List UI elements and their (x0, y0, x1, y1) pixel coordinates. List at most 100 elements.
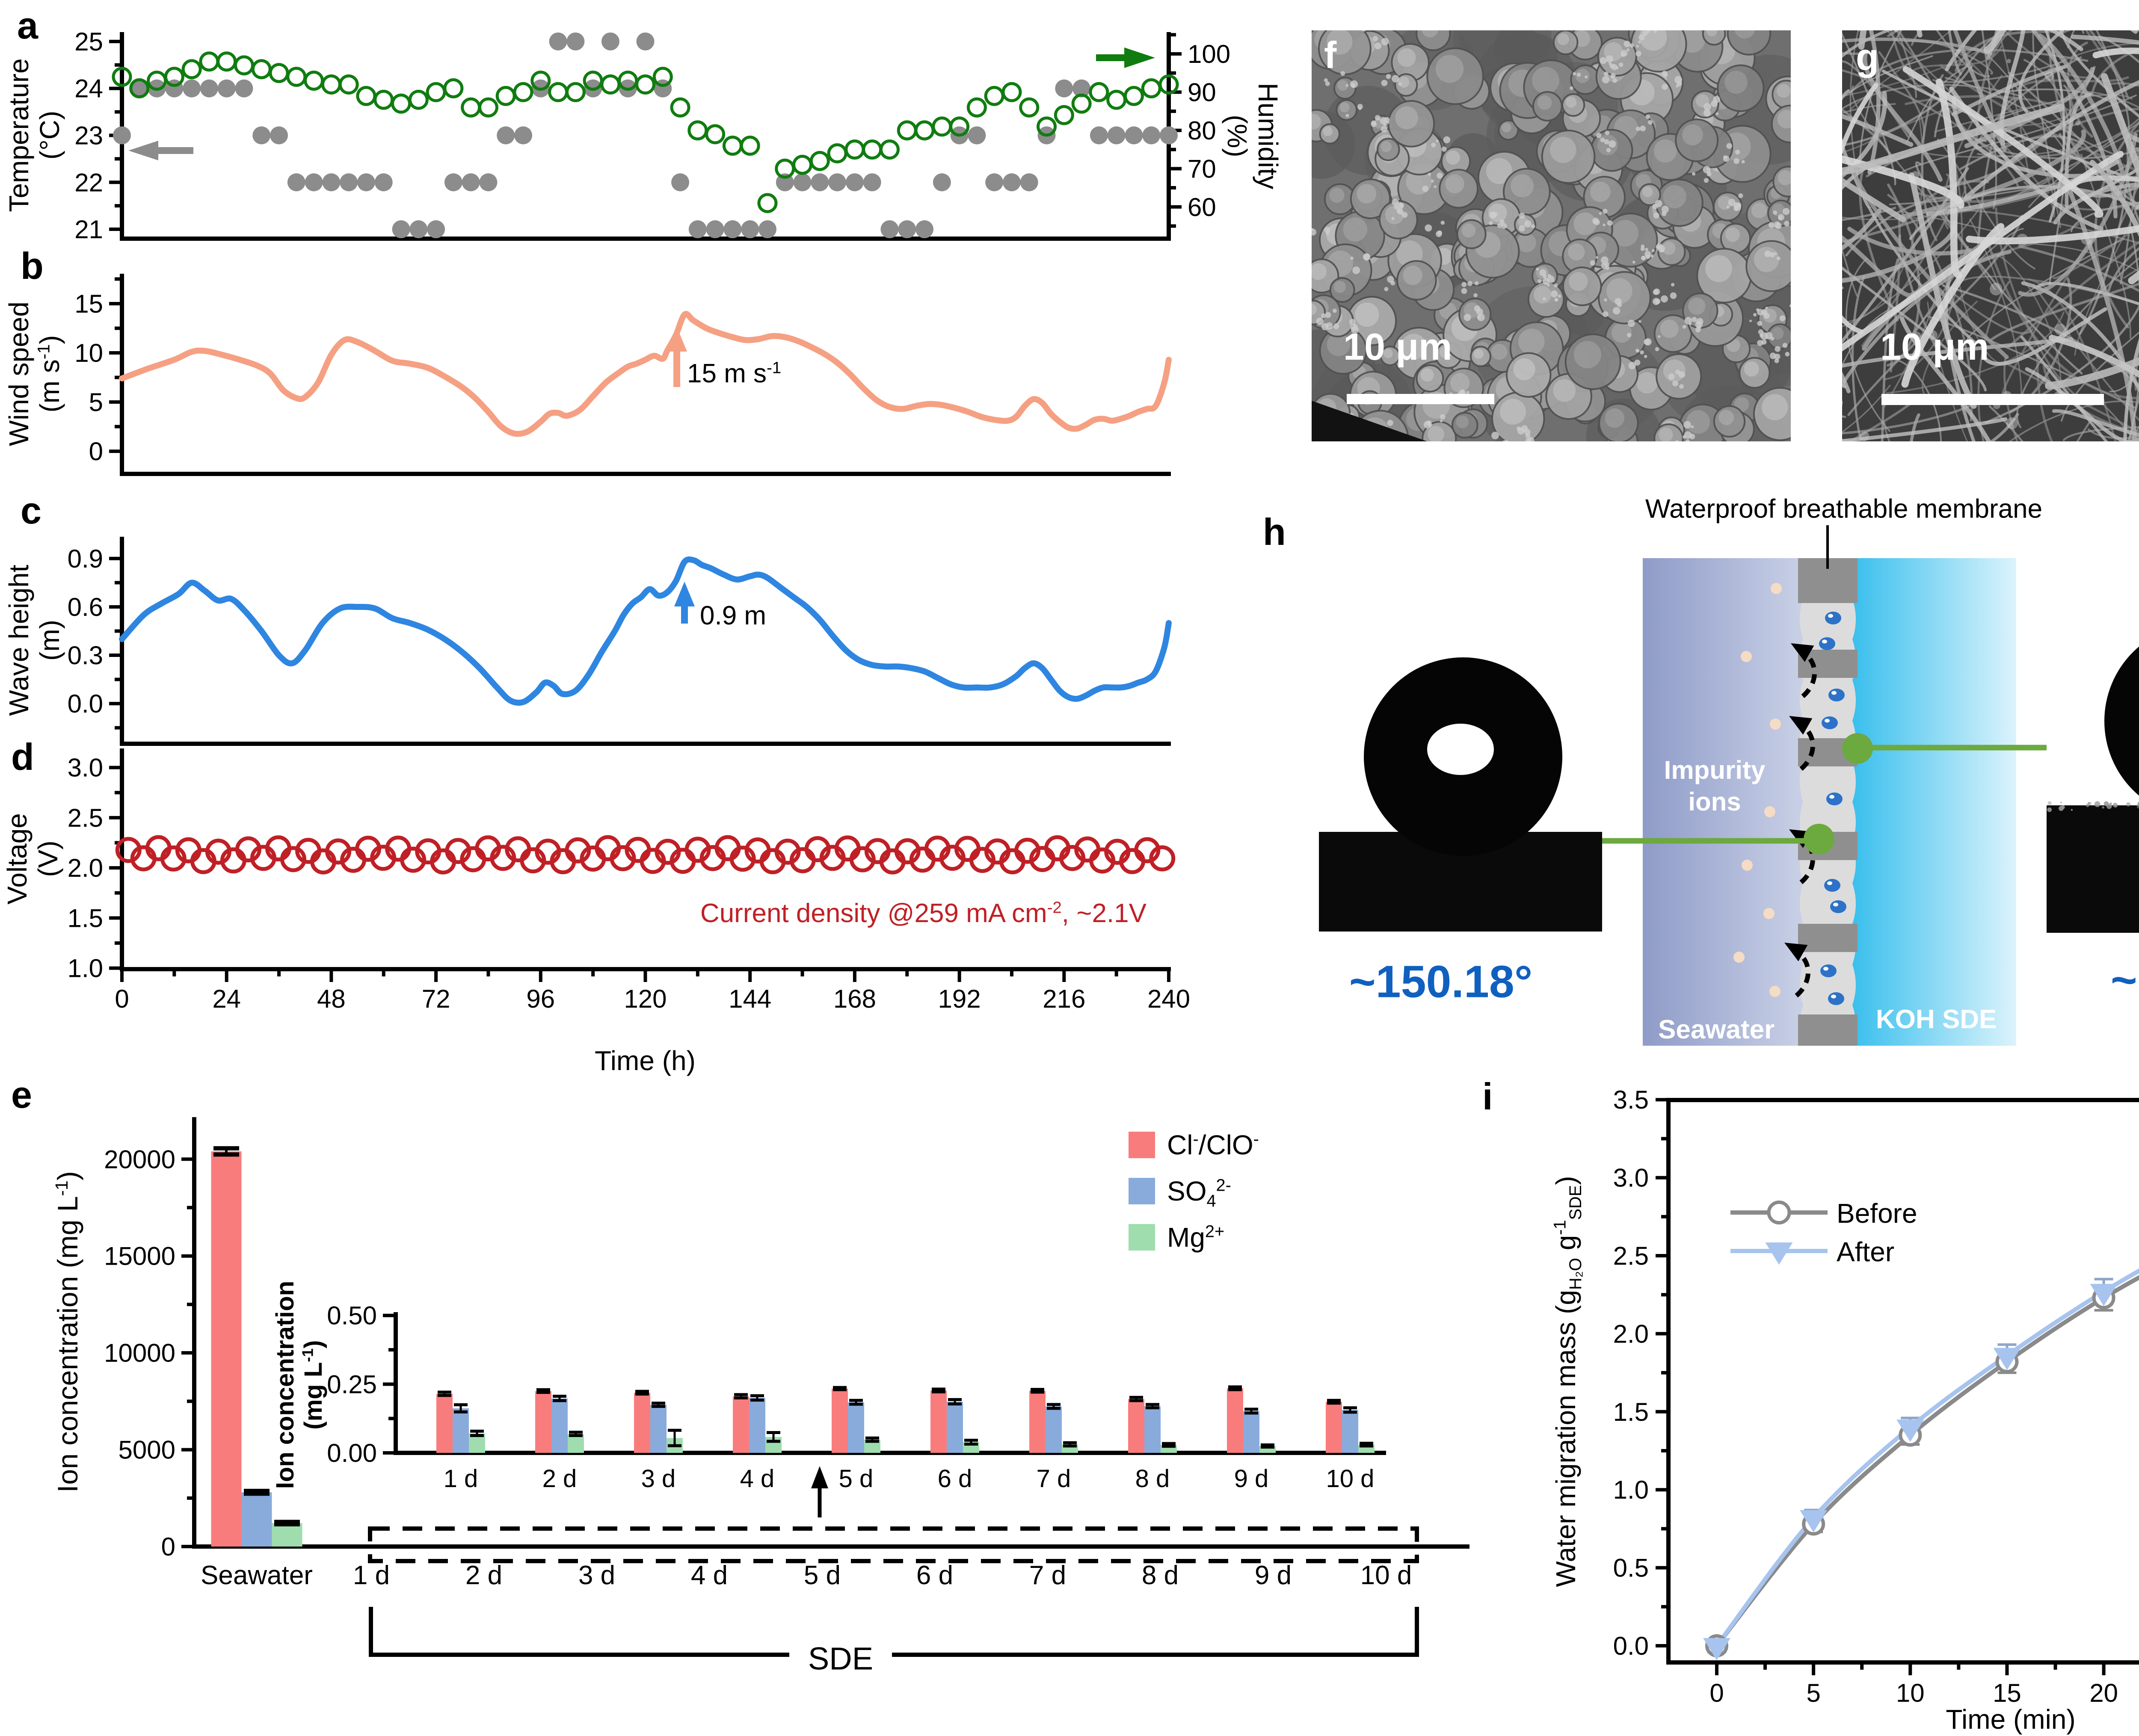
shape-dot (1706, 30, 1718, 37)
shape-dot (1329, 187, 1345, 203)
temperature-point (828, 173, 847, 192)
temperature-point (409, 220, 428, 239)
shape-path (2100, 73, 2139, 180)
scalebar-label-g: 10 μm (1880, 325, 1989, 368)
shape-dot (1604, 139, 1609, 145)
humidity-point (984, 86, 1004, 106)
photo-right-droplet (2104, 646, 2139, 796)
tick-label: 15000 (104, 1242, 175, 1271)
shape-dot (1352, 266, 1360, 274)
shape-path (2018, 133, 2138, 297)
shape-dot (1692, 172, 1696, 176)
panel-g-sem-image (1808, 30, 2139, 606)
shape-dot (1461, 282, 1467, 287)
shape-dot (1489, 221, 1493, 225)
shape-path (1842, 247, 1858, 297)
water-droplet (1820, 964, 1837, 977)
shape-dot (1990, 283, 2003, 296)
shape-dot (1628, 361, 1636, 370)
shape-dot (1325, 81, 1330, 86)
axis-title-wave-height: Wave height (m) (3, 565, 65, 716)
shape-dot (1381, 126, 1388, 133)
shape-dot (1386, 74, 1391, 79)
contact-angle-right-value: ~147.05° (2110, 955, 2139, 1006)
impurity-ions-label: Impurity ions (1664, 756, 1766, 816)
shape-dot (1420, 368, 1434, 382)
shape-path (1816, 223, 1835, 402)
voltage-point (1134, 837, 1161, 864)
seawater-label: Seawater (1658, 1015, 1775, 1044)
shape-path (1842, 103, 1896, 114)
seawater-region (1643, 558, 1814, 1046)
shape-path (1849, 393, 1922, 441)
shape-path (2007, 129, 2139, 201)
temperature-point (270, 126, 288, 145)
shape-dot (1636, 44, 1639, 48)
shape-dot (1403, 266, 1422, 285)
shape-dot (1913, 331, 1921, 340)
koh-sde-label: KOH SDE (1876, 1005, 1997, 1034)
legend-item-so4: SO42- (1129, 1175, 1231, 1210)
tick-label: 5 d (804, 1561, 841, 1590)
after-point (1993, 1348, 2021, 1370)
shape-path (2117, 451, 2139, 606)
humidity-point (199, 51, 219, 72)
tick-label: 3.0 (1613, 1164, 1649, 1192)
temperature-point (392, 220, 410, 239)
tick-label: 1.5 (1613, 1398, 1649, 1426)
shape-dot (1558, 294, 1561, 298)
shape-dot (1371, 121, 1377, 127)
shape-dot (1550, 136, 1576, 163)
shape-dot (1498, 444, 1503, 450)
shape-dot (1440, 220, 1445, 225)
temperature-point (688, 220, 707, 239)
voltage-point (445, 838, 471, 864)
shape-dot (1645, 248, 1648, 251)
humidity-point (251, 59, 272, 80)
humidity-point (495, 86, 516, 106)
shape-dot (1325, 312, 1331, 318)
shape-dot (1436, 139, 1439, 143)
shape-dot (1601, 263, 1608, 269)
tick-label: 20000 (104, 1145, 175, 1174)
shape-dot (1387, 275, 1394, 283)
inset-bar (1342, 1410, 1358, 1453)
shape-path (2123, 338, 2139, 441)
tick-label: 0.0 (68, 689, 103, 718)
shape-dot (1568, 243, 1585, 260)
shape-dot (1321, 323, 1329, 331)
humidity-point (286, 67, 307, 87)
shape-path (1808, 443, 1911, 481)
shape-dot (1461, 223, 1476, 238)
temperature-point (427, 220, 445, 239)
shape-path (1949, 86, 2103, 231)
shape-dot (2075, 120, 2080, 126)
tick-label: 7 d (1029, 1561, 1066, 1590)
voltage-point (565, 837, 591, 864)
shape-dot (2071, 809, 2073, 811)
tick-label: 96 (526, 985, 555, 1013)
tick-label: 0.0 (1613, 1632, 1649, 1660)
shape-dot (2059, 806, 2064, 811)
shape-dot (1715, 112, 1719, 115)
tick-label: 0 (161, 1532, 175, 1561)
humidity-point (1123, 86, 1144, 106)
shape-path (1953, 30, 2007, 152)
shape-path (1910, 413, 1920, 441)
shape-path (1842, 84, 2023, 110)
shape-dot (1553, 379, 1576, 402)
shape-dot (1612, 322, 1632, 343)
shape-path (2098, 35, 2139, 64)
shape-path (2021, 281, 2139, 393)
tick-label: 80 (1188, 116, 1216, 145)
shape-dot (1500, 399, 1526, 425)
tick-label: 240 (1147, 985, 1190, 1013)
dashed-zoom-box (368, 1526, 1419, 1563)
temperature-point (1090, 126, 1108, 145)
shape-path (2109, 370, 2139, 392)
panel-i-water-migration-chart: 0.00.51.01.52.02.53.03.5051015202530 (1613, 1085, 2139, 1707)
temperature-point (305, 173, 323, 192)
shape-dot (1692, 316, 1697, 322)
temperature-point (549, 32, 567, 50)
shape-path (1881, 69, 2139, 183)
